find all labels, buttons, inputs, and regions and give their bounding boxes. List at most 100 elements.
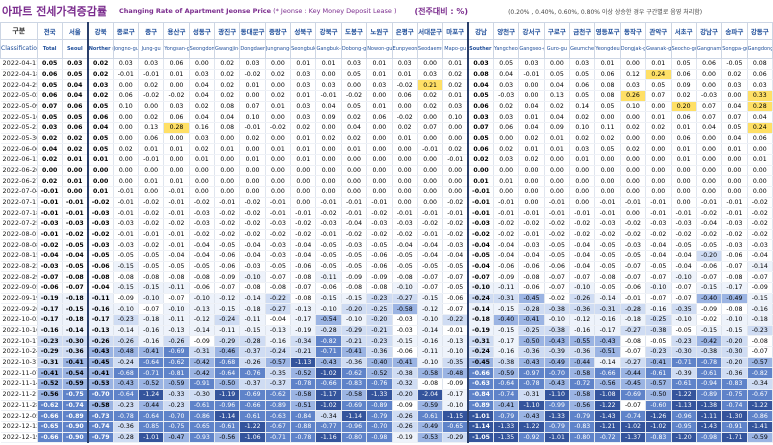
header-region-ko: 구로구	[543, 22, 571, 40]
header-classification: Classification	[0, 39, 38, 59]
value-cell: 0.04	[518, 101, 545, 113]
value-cell: -0.02	[544, 293, 571, 305]
value-cell: -0.04	[671, 261, 697, 273]
value-cell: 0.00	[366, 186, 393, 198]
value-cell: 0.00	[163, 154, 190, 166]
value-cell: -0.86	[189, 410, 216, 422]
value-cell: 0.00	[721, 165, 748, 177]
header-region-ko: 강남구	[695, 22, 723, 40]
value-cell: 0.00	[696, 143, 723, 156]
value-cell: -0.14	[239, 293, 266, 305]
value-cell: -0.05	[696, 239, 723, 252]
value-cell: 0.02	[442, 143, 470, 156]
header-region-en: Eunpyeong-gu	[391, 39, 418, 59]
value-cell: 0.00	[113, 133, 139, 145]
value-cell: -0.58	[87, 400, 114, 412]
value-cell: -0.19	[468, 325, 494, 337]
value-cell: -0.08	[189, 271, 216, 284]
header-region-ko: 동대문구	[239, 22, 266, 40]
value-cell: -0.07	[163, 293, 190, 305]
value-cell: 0.00	[544, 58, 571, 70]
value-cell: 0.07	[37, 101, 63, 113]
value-cell: -0.03	[392, 218, 418, 230]
value-cell: -0.04	[747, 250, 773, 262]
value-cell: 0.00	[594, 111, 621, 124]
table-row: 2022-10-17 -0.23 -0.30 -0.26 -0.26 -0.16 -0.26…	[0, 335, 773, 348]
value-cell: 0.03	[87, 79, 114, 92]
value-cell: -0.22	[265, 293, 292, 305]
value-cell: -0.07	[214, 282, 241, 294]
header-region-ko: 금천구	[569, 22, 596, 40]
value-cell: 0.01	[442, 90, 470, 102]
value-cell: 0.01	[645, 58, 672, 70]
value-cell: 0.03	[442, 101, 470, 113]
value-cell: -0.04	[341, 218, 368, 230]
value-cell: -0.01	[417, 143, 444, 156]
value-cell: 0.05	[62, 69, 89, 81]
value-cell: -0.41	[87, 367, 114, 380]
value-cell: 0.05	[493, 58, 520, 70]
value-cell: -0.04	[62, 250, 89, 262]
table-row: 2022-06-20 0.00 0.00 0.00 0.00 0.00 0.00 0.00 0.…	[0, 165, 773, 177]
value-cell: 0.00	[442, 133, 470, 145]
value-cell: -0.56	[594, 378, 621, 390]
value-cell: -0.07	[37, 271, 63, 284]
value-cell: 0.06	[113, 90, 139, 102]
value-cell: -0.37	[265, 378, 292, 390]
value-cell: -0.07	[721, 261, 748, 273]
value-cell: 0.05	[721, 122, 748, 134]
value-cell: 0.00	[569, 186, 596, 198]
value-cell: -0.58	[290, 389, 317, 401]
value-cell: -0.04	[569, 250, 596, 262]
value-cell: 0.00	[392, 165, 418, 177]
value-cell: -0.07	[696, 271, 723, 284]
value-cell: -0.09	[493, 271, 520, 284]
value-cell: -0.72	[594, 432, 621, 444]
value-cell: -0.18	[62, 293, 89, 305]
value-cell: 0.02	[189, 143, 216, 156]
value-cell: -0.01	[594, 207, 621, 220]
value-cell: -0.56	[569, 400, 596, 412]
value-cell: 0.01	[315, 58, 342, 70]
value-cell: 0.33	[747, 90, 773, 102]
value-cell: 0.05	[671, 58, 697, 70]
value-cell: 0.01	[87, 186, 114, 198]
value-cell: -0.99	[544, 400, 571, 412]
value-cell: 0.01	[189, 154, 216, 166]
value-cell: -0.04	[442, 250, 470, 262]
value-cell: -0.15	[341, 293, 368, 305]
value-cell: 0.01	[671, 143, 697, 156]
value-cell: -0.02	[594, 229, 621, 241]
value-cell: -0.54	[62, 367, 89, 380]
value-cell: -0.24	[265, 346, 292, 358]
value-cell: 0.02	[113, 143, 139, 156]
value-cell: -0.61	[189, 400, 216, 412]
value-cell: 0.00	[113, 122, 139, 134]
value-cell: 0.01	[290, 154, 317, 166]
value-cell: 0.04	[62, 90, 89, 102]
value-cell: -0.37	[239, 378, 266, 390]
value-cell: 0.01	[392, 133, 418, 145]
value-cell: -0.01	[163, 186, 190, 198]
value-cell: -0.01	[544, 207, 571, 220]
value-cell: 0.02	[37, 133, 63, 145]
value-cell: 0.07	[417, 122, 444, 134]
value-cell: -0.11	[239, 314, 266, 326]
value-cell: -0.02	[239, 218, 266, 230]
value-cell: -0.43	[113, 378, 139, 390]
value-cell: 0.11	[594, 122, 621, 134]
value-cell: -0.04	[569, 261, 596, 273]
value-cell: -1.37	[620, 432, 647, 444]
value-cell: -0.02	[442, 197, 470, 209]
table-row: 2022-07-18 -0.01 -0.01 -0.03 -0.01 -0.02 -0.01…	[0, 207, 773, 220]
value-cell: 0.00	[645, 154, 672, 166]
value-cell: 0.00	[366, 143, 393, 156]
value-cell: -0.05	[62, 261, 89, 273]
title-english: Changing Rate of Apartment Jeonse Price	[119, 7, 272, 15]
value-cell: -0.71	[315, 346, 342, 358]
value-cell: -0.65	[37, 421, 63, 433]
value-cell: 0.06	[594, 69, 621, 81]
table-row: 2022-10-24 -0.29 -0.36 -0.43 -0.48 -0.41 -0.69…	[0, 346, 773, 358]
value-cell: -0.57	[645, 378, 672, 390]
value-cell: 0.03	[163, 101, 190, 113]
